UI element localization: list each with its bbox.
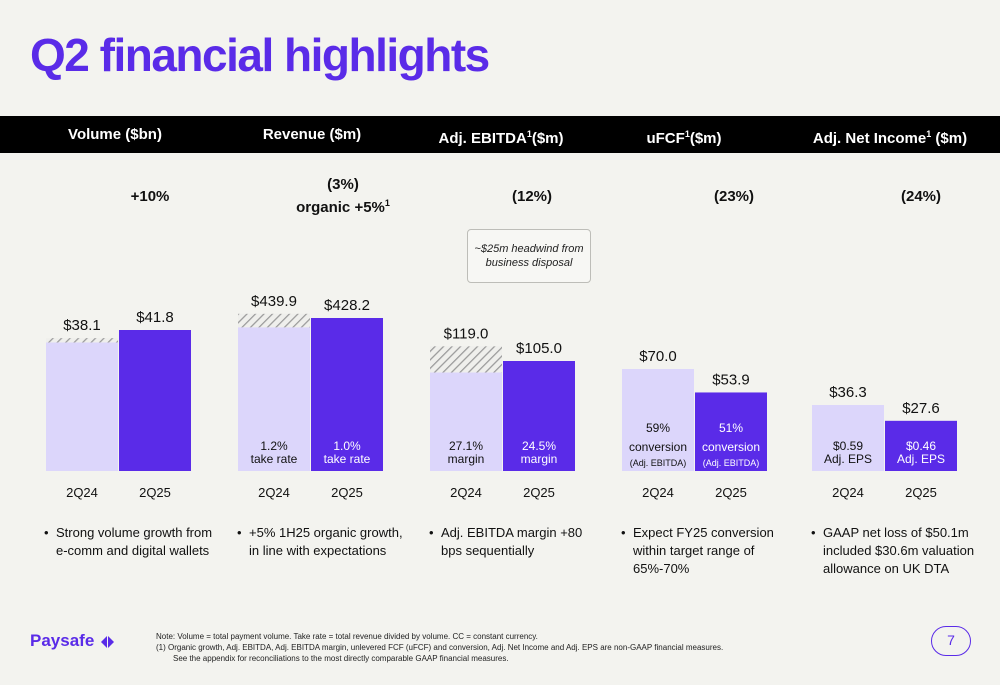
bar-inner-label: take rate — [251, 452, 298, 466]
bar-4-0 — [812, 405, 884, 471]
headwind-note: ~$25m headwind from business disposal — [467, 229, 591, 283]
header-netincome: Adj. Net Income1 ($m) — [812, 129, 968, 147]
bar-value-label: $38.1 — [63, 317, 101, 334]
bullet-ufcf: Expect FY25 conversion within target ran… — [621, 524, 781, 578]
bar-value-label: $428.2 — [324, 297, 370, 314]
bar-category-label: 2Q24 — [66, 485, 98, 500]
bullet-netincome: GAAP net loss of $50.1m included $30.6m … — [811, 524, 976, 578]
bar-inner-label: conversion — [629, 440, 687, 454]
bullet-ebitda: Adj. EBITDA margin +80 bps sequentially — [429, 524, 589, 560]
bar-inner-label: 1.2% — [260, 439, 288, 453]
bar-category-label: 2Q24 — [450, 485, 482, 500]
bar-0-1 — [119, 330, 191, 471]
bar-inner-label: 59% — [646, 421, 670, 435]
bullet-revenue: +5% 1H25 organic growth, in line with ex… — [237, 524, 407, 560]
bar-inner-label: margin — [448, 452, 485, 466]
bar-value-label: $41.8 — [136, 309, 174, 326]
bar-inner-label: $0.59 — [833, 439, 863, 453]
paysafe-diamond-icon — [101, 636, 114, 648]
bar-inner-label: 24.5% — [522, 439, 556, 453]
footnote: Note: Volume = total payment volume. Tak… — [156, 632, 724, 663]
bar-inner-label: 1.0% — [333, 439, 361, 453]
bullet-volume: Strong volume growth from e-comm and dig… — [44, 524, 224, 560]
change-ufcf: (23%) — [713, 188, 754, 205]
bar-2-0 — [430, 372, 502, 471]
bar-value-label: $70.0 — [639, 348, 677, 365]
bar-1-1 — [311, 318, 383, 471]
bar-inner-label: margin — [521, 452, 558, 466]
change-ebitda: (12%) — [511, 188, 552, 205]
bar-3-1 — [695, 392, 767, 471]
header-volume: Volume ($bn) — [68, 126, 162, 143]
change-volume: +10% — [130, 188, 170, 205]
bar-2-1 — [503, 361, 575, 471]
bar-inner-label: 51% — [719, 421, 743, 435]
bar-value-label: $36.3 — [829, 384, 867, 401]
bar-inner-label: Adj. EPS — [897, 452, 945, 466]
bar-category-label: 2Q24 — [642, 485, 674, 500]
metrics-header-bar: Volume ($bn) Revenue ($m) Adj. EBITDA1($… — [0, 116, 1000, 153]
bar-inner-label: (Adj. EBITDA) — [630, 458, 687, 468]
bar-hatch-0 — [46, 338, 118, 343]
bar-inner-label: take rate — [324, 452, 371, 466]
page-number: 7 — [931, 626, 971, 656]
bar-value-label: $119.0 — [444, 325, 489, 342]
bar-4-1 — [885, 420, 957, 471]
bar-1-0 — [238, 327, 310, 471]
bar-hatch-2 — [430, 346, 502, 373]
page-title: Q2 financial highlights — [30, 29, 490, 81]
bar-value-label: $105.0 — [516, 340, 562, 357]
bar-category-label: 2Q25 — [139, 485, 171, 500]
bar-category-label: 2Q25 — [715, 485, 747, 500]
bar-value-label: $27.6 — [902, 400, 940, 417]
bar-inner-label: 27.1% — [449, 439, 483, 453]
bar-category-label: 2Q25 — [331, 485, 363, 500]
change-revenue: (3%) organic +5%1 — [296, 176, 390, 216]
change-netincome: (24%) — [900, 188, 941, 205]
bar-category-label: 2Q25 — [523, 485, 555, 500]
bar-0-0 — [46, 342, 118, 471]
bar-category-label: 2Q24 — [258, 485, 290, 500]
bar-value-label: $439.9 — [251, 293, 297, 310]
bar-value-label: $53.9 — [712, 371, 750, 388]
bar-category-label: 2Q24 — [832, 485, 864, 500]
header-revenue: Revenue ($m) — [262, 126, 362, 143]
bar-hatch-1 — [238, 313, 310, 328]
bar-inner-label: (Adj. EBITDA) — [703, 458, 760, 468]
bar-inner-label: $0.46 — [906, 439, 936, 453]
bar-inner-label: conversion — [702, 440, 760, 454]
header-ebitda: Adj. EBITDA1($m) — [438, 129, 564, 147]
bar-inner-label: Adj. EPS — [824, 452, 872, 466]
bar-3-0 — [622, 369, 694, 471]
paysafe-logo: Paysafe — [30, 631, 95, 650]
bar-category-label: 2Q25 — [905, 485, 937, 500]
header-ufcf: uFCF1($m) — [646, 129, 722, 147]
